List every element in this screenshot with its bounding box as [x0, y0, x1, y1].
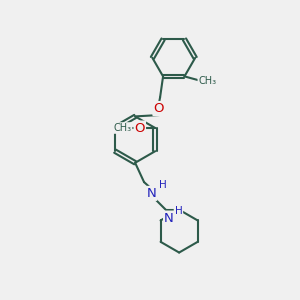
Text: H: H	[159, 180, 167, 190]
Text: CH₃: CH₃	[198, 76, 216, 86]
Text: N: N	[147, 187, 156, 200]
Text: CH₃: CH₃	[113, 123, 132, 133]
Text: H: H	[175, 206, 182, 216]
Text: O: O	[134, 122, 145, 134]
Text: O: O	[153, 102, 164, 115]
Text: N: N	[164, 212, 174, 225]
